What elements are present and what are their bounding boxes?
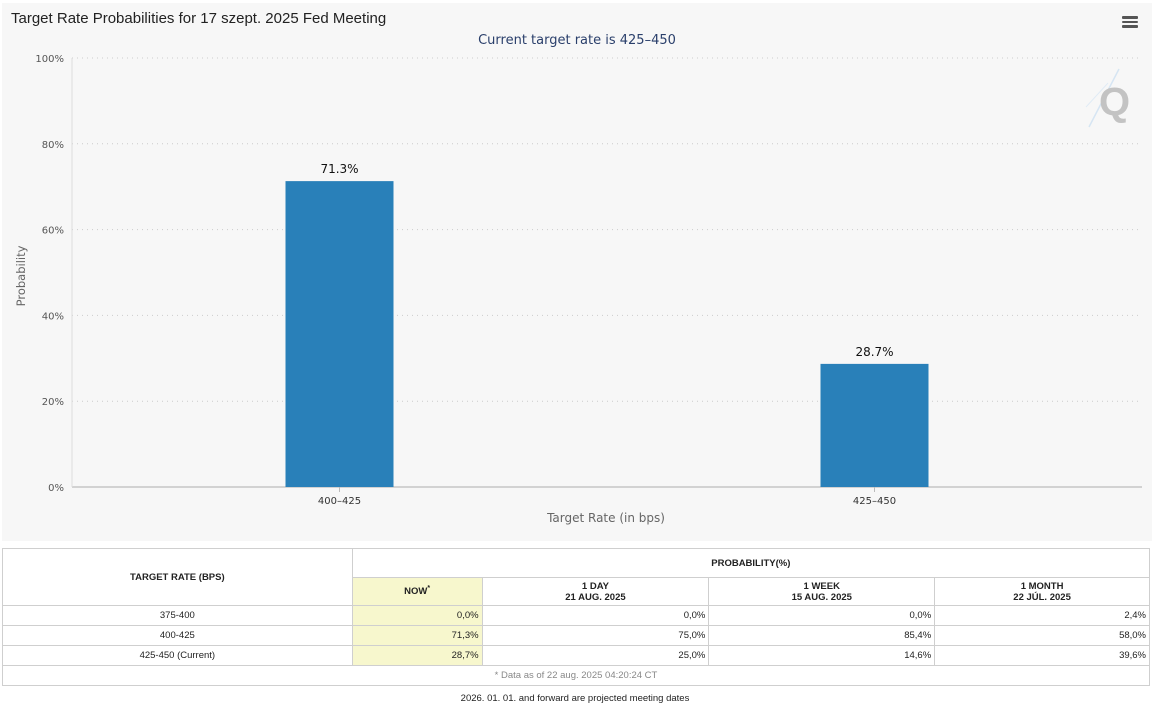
table-row: 400-425 71,3% 75,0% 85,4% 58,0%	[2, 625, 1150, 646]
x-axis-label: Target Rate (in bps)	[546, 511, 665, 525]
chart-subtitle: Current target rate is 425–450	[478, 33, 676, 48]
y-tick-label: 0%	[48, 483, 64, 494]
bar-data-label: 71.3%	[320, 162, 358, 176]
one-month-header: 1 MONTH 22 JÚL. 2025	[934, 577, 1150, 606]
target-rate-header: TARGET RATE (BPS)	[2, 548, 353, 606]
probability-table-container: TARGET RATE (BPS) PROBABILITY(%) NOW* 1 …	[2, 548, 1151, 686]
one-week-header: 1 WEEK 15 AUG. 2025	[708, 577, 936, 606]
data-timestamp-footnote: * Data as of 22 aug. 2025 04:20:24 CT	[2, 665, 1150, 686]
now-header: NOW*	[351, 577, 483, 606]
table-row: 425-450 (Current) 28,7% 25,0% 14,6% 39,6…	[2, 645, 1150, 666]
rate-cell: 375-400	[2, 605, 353, 626]
one-week-cell: 0,0%	[708, 605, 936, 626]
chart-title: Target Rate Probabilities for 17 szept. …	[11, 10, 387, 27]
probability-header: PROBABILITY(%)	[351, 548, 1151, 578]
table-row: 375-400 0,0% 0,0% 0,0% 2,4%	[2, 605, 1150, 626]
y-tick-label: 60%	[42, 226, 64, 237]
one-month-cell: 58,0%	[934, 625, 1150, 646]
y-tick-label: 100%	[35, 54, 64, 65]
bars: 71.3% 28.7%	[285, 162, 929, 488]
bar-data-label: 28.7%	[855, 345, 893, 359]
bar-chart: Q 0%20%40%60%80%100% 71.3%28.7% 400–425 4…	[14, 54, 1142, 525]
projected-dates-note: 2026. 01. 01. and forward are projected …	[460, 693, 690, 704]
now-cell: 71,3%	[351, 625, 483, 646]
y-axis-ticks: 0% 20% 40% 60% 80% 100%	[35, 54, 64, 494]
bar[interactable]	[285, 181, 394, 488]
y-tick-label: 20%	[42, 397, 64, 408]
hamburger-menu-icon[interactable]	[1119, 13, 1141, 33]
y-tick-label: 80%	[42, 140, 64, 151]
now-cell: 0,0%	[351, 605, 483, 626]
now-cell: 28,7%	[351, 645, 483, 666]
probability-table: TARGET RATE (BPS) PROBABILITY(%) NOW* 1 …	[2, 548, 1151, 686]
one-month-cell: 39,6%	[934, 645, 1150, 666]
one-week-cell: 14,6%	[708, 645, 936, 666]
rate-cell: 425-450 (Current)	[2, 645, 353, 666]
rate-cell: 400-425	[2, 625, 353, 646]
one-month-cell: 2,4%	[934, 605, 1150, 626]
watermark-logo-icon: Q	[1085, 68, 1130, 128]
one-week-cell: 85,4%	[708, 625, 936, 646]
grid-lines	[71, 57, 1142, 488]
one-day-cell: 25,0%	[481, 645, 710, 666]
svg-text:Q: Q	[1099, 80, 1130, 124]
chart-panel: Target Rate Probabilities for 17 szept. …	[2, 3, 1152, 541]
x-tick-label: 400–425	[318, 496, 361, 507]
one-day-header: 1 DAY 21 AUG. 2025	[481, 577, 710, 606]
one-day-cell: 75,0%	[481, 625, 710, 646]
y-tick-label: 40%	[42, 311, 64, 322]
x-axis-ticks: 400–425 425–450	[318, 487, 896, 507]
one-day-cell: 0,0%	[481, 605, 710, 626]
bar[interactable]	[820, 363, 929, 487]
y-axis-label: Probability	[14, 245, 28, 306]
x-tick-label: 425–450	[853, 496, 896, 507]
